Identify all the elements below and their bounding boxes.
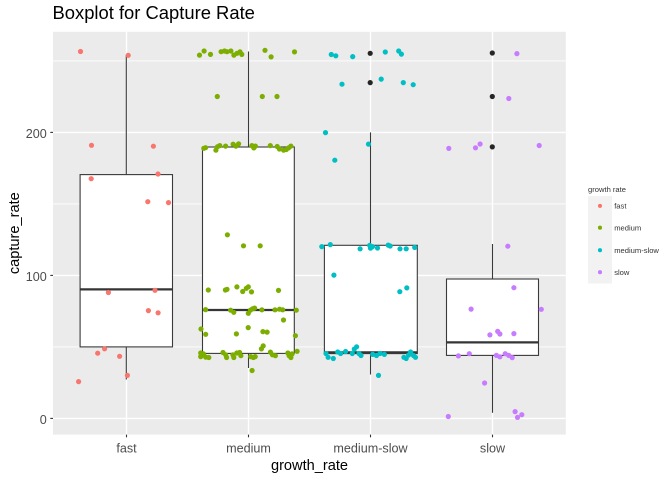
- svg-text:slow: slow: [480, 441, 506, 455]
- svg-text:200: 200: [26, 127, 47, 141]
- svg-text:Boxplot for Capture Rate: Boxplot for Capture Rate: [53, 2, 255, 23]
- svg-text:100: 100: [26, 270, 47, 284]
- svg-text:slow: slow: [614, 268, 630, 277]
- svg-text:0: 0: [40, 413, 47, 427]
- svg-text:fast: fast: [116, 441, 137, 455]
- svg-text:medium-slow: medium-slow: [614, 246, 659, 255]
- svg-text:fast: fast: [614, 202, 627, 211]
- svg-text:medium-slow: medium-slow: [333, 441, 408, 455]
- svg-text:capture_rate: capture_rate: [7, 192, 23, 274]
- svg-text:growth_rate: growth_rate: [271, 458, 348, 474]
- svg-text:growth rate: growth rate: [588, 185, 626, 194]
- svg-text:medium: medium: [226, 441, 271, 455]
- svg-text:medium: medium: [614, 223, 641, 232]
